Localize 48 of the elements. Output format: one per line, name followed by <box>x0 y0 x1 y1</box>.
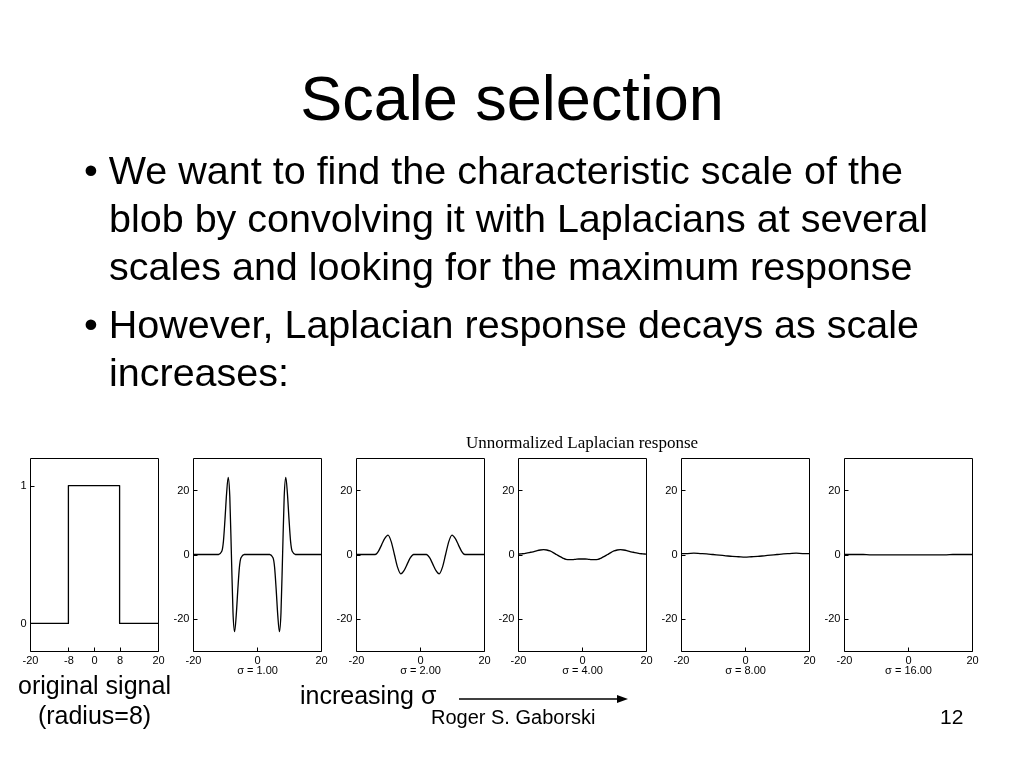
x-tick-label: -20 <box>510 653 527 666</box>
x-axis-title: σ = 2.00 <box>399 663 441 676</box>
y-tick-label: 0 <box>345 548 353 560</box>
x-axis-title: σ = 16.00 <box>885 663 932 676</box>
y-tick-label: -20 <box>498 612 515 625</box>
text: • However, Laplacian response decays as scale increases: <box>84 301 921 396</box>
x-axis-title: σ = 8.00 <box>725 663 767 676</box>
text: Roger S. Gaborski <box>431 706 596 728</box>
x-tick-label: -8 <box>64 653 74 666</box>
x-tick-label: 20 <box>803 653 816 666</box>
y-tick-label: -20 <box>336 612 353 625</box>
y-tick-label: 20 <box>665 483 678 496</box>
y-tick-label: 0 <box>183 548 190 560</box>
chart-title: Unnormalized Laplacian response <box>466 433 699 452</box>
x-tick-label: -20 <box>673 653 690 666</box>
x-axis-title: σ = 1.00 <box>236 663 278 676</box>
y-tick-label: 0 <box>671 548 678 560</box>
x-tick-label: 20 <box>640 653 654 666</box>
x-tick-label: 8 <box>117 653 124 666</box>
x-tick-label: 20 <box>966 653 979 666</box>
x-tick-label: -20 <box>836 653 853 666</box>
x-tick-label: 20 <box>477 653 491 666</box>
y-tick-label: 20 <box>339 483 353 496</box>
x-tick-label: -20 <box>348 653 365 666</box>
x-axis-title: σ = 4.00 <box>562 663 604 676</box>
x-tick-label: 0 <box>254 653 261 666</box>
x-tick-label: 20 <box>315 653 328 666</box>
y-tick-label: 20 <box>828 483 841 496</box>
x-tick-label: 0 <box>91 653 98 666</box>
y-tick-label: 20 <box>502 483 515 496</box>
y-tick-label: 20 <box>177 483 190 496</box>
text: • We want to find the characteristic scale of the blob by convolving it with Laplacians at several scales and looking for the maximum response <box>84 147 929 290</box>
text: Scale selection <box>299 63 725 133</box>
y-tick-label: 1 <box>20 479 27 492</box>
x-tick-label: -20 <box>185 653 202 666</box>
x-tick-label: 0 <box>905 653 912 666</box>
x-axis-title: original signal (radius=8) <box>18 670 171 729</box>
y-tick-label: 0 <box>834 548 841 560</box>
x-tick-label: 0 <box>417 653 424 666</box>
x-tick-label: 20 <box>152 653 165 666</box>
text: 12 <box>940 705 964 728</box>
y-tick-label: 0 <box>508 548 515 560</box>
y-tick-label: -20 <box>661 612 678 625</box>
y-tick-label: -20 <box>173 612 190 625</box>
x-tick-label: 0 <box>742 653 749 666</box>
text: increasing σ <box>300 681 437 709</box>
y-tick-label: -20 <box>824 612 841 625</box>
x-tick-label: 0 <box>579 653 586 666</box>
